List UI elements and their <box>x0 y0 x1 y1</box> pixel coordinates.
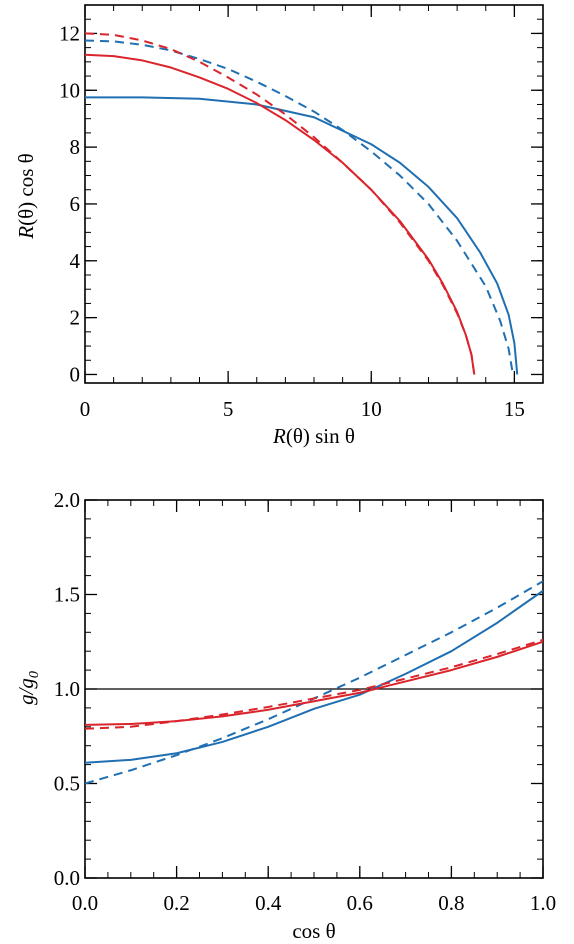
y-tick-label: 2 <box>70 306 81 330</box>
y-axis-label-italic: g/g <box>14 678 38 705</box>
series-line-1 <box>85 589 543 764</box>
x-tick-label: 10 <box>361 397 382 421</box>
x-tick-label: 0.8 <box>438 891 464 915</box>
x-axis-label-text: cos θ <box>292 919 335 943</box>
series-line-2 <box>85 580 543 785</box>
y-tick-label: 1.5 <box>54 583 80 607</box>
y-axis-label-text: (θ) cos θ <box>14 153 38 226</box>
x-tick-label: 0.0 <box>72 891 98 915</box>
y-axis-label-italic: R <box>14 226 38 240</box>
x-axis-label: R(θ) sin θ <box>272 424 355 448</box>
y-tick-label: 0.5 <box>54 772 80 796</box>
x-tick-label: 5 <box>223 397 234 421</box>
x-tick-label: 0.4 <box>255 891 282 915</box>
series-line-4 <box>85 32 476 375</box>
x-tick-label: 0.6 <box>347 891 373 915</box>
x-tick-label: 1.0 <box>530 891 556 915</box>
x-tick-label: 15 <box>504 397 525 421</box>
y-tick-label: 0.0 <box>54 866 80 890</box>
y-tick-label: 12 <box>59 21 80 45</box>
x-axis-label-italic: R <box>272 424 286 448</box>
series-line-2 <box>85 39 514 375</box>
y-tick-label: 2.0 <box>54 488 80 512</box>
series-line-3 <box>85 53 476 375</box>
y-tick-label: 6 <box>70 192 81 216</box>
data-layer <box>85 580 543 785</box>
y-axis-label: R(θ) cos θ <box>14 153 38 239</box>
x-tick-label: 0 <box>80 397 91 421</box>
y-tick-label: 0 <box>70 362 81 386</box>
series-line-4 <box>85 638 543 730</box>
y-axis-label-subscript: 0 <box>27 671 42 678</box>
series-line-1 <box>85 96 519 375</box>
x-tick-label: 0.2 <box>163 891 189 915</box>
x-axis-label-text: (θ) sin θ <box>286 424 355 448</box>
data-layer <box>85 32 519 375</box>
chart-bottom-gravity: 0.0 0.2 0.4 0.6 0.8 1.0 0.0 0.5 1.0 1.5 2.0 cos θ g/… <box>14 488 556 943</box>
y-tick-label: 8 <box>70 135 81 159</box>
y-tick-label: 1.0 <box>54 677 80 701</box>
y-tick-label: 4 <box>70 249 81 273</box>
series-line-3 <box>85 640 543 726</box>
y-tick-label: 10 <box>59 78 80 102</box>
x-axis-label: cos θ <box>292 919 335 943</box>
y-axis-label: g/g0 <box>14 671 42 705</box>
plot-frame <box>84 4 544 384</box>
